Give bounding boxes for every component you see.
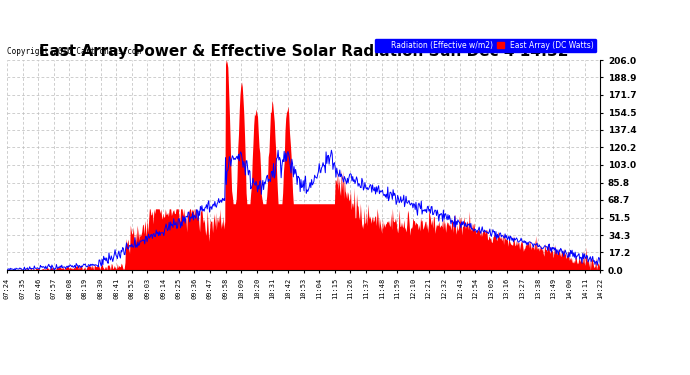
Title: East Array Power & Effective Solar Radiation Sun Dec 4 14:32: East Array Power & Effective Solar Radia… — [39, 44, 569, 59]
Legend: Radiation (Effective w/m2), East Array (DC Watts): Radiation (Effective w/m2), East Array (… — [375, 39, 596, 52]
Text: Copyright 2016 Cartronics.com: Copyright 2016 Cartronics.com — [7, 47, 141, 56]
